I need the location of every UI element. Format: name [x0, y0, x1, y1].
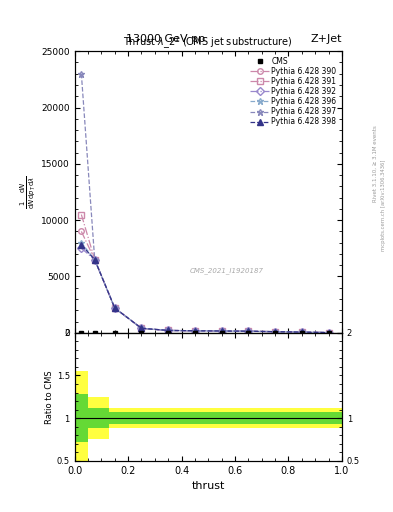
Pythia 6.428 390 — [139, 325, 144, 331]
CMS — [139, 330, 144, 336]
Pythia 6.428 392 — [273, 329, 277, 335]
Line: Pythia 6.428 392: Pythia 6.428 392 — [79, 246, 331, 335]
CMS — [246, 330, 251, 336]
Pythia 6.428 396 — [219, 328, 224, 334]
Title: Thrust $\lambda\_2^1$ (CMS jet substructure): Thrust $\lambda\_2^1$ (CMS jet substruct… — [123, 35, 293, 51]
Line: CMS: CMS — [79, 331, 331, 335]
Pythia 6.428 398 — [219, 328, 224, 334]
Pythia 6.428 391 — [79, 211, 84, 218]
Text: 13000 GeV pp: 13000 GeV pp — [126, 33, 205, 44]
Pythia 6.428 391 — [299, 329, 304, 335]
Pythia 6.428 396 — [326, 330, 331, 336]
Pythia 6.428 390 — [166, 327, 171, 333]
CMS — [112, 330, 117, 336]
Pythia 6.428 391 — [92, 257, 97, 263]
Pythia 6.428 397 — [273, 329, 277, 335]
Pythia 6.428 391 — [112, 305, 117, 311]
Pythia 6.428 398 — [92, 257, 97, 263]
Pythia 6.428 392 — [219, 328, 224, 334]
Line: Pythia 6.428 398: Pythia 6.428 398 — [79, 242, 331, 335]
Pythia 6.428 390 — [246, 328, 251, 334]
Pythia 6.428 396 — [79, 240, 84, 246]
Pythia 6.428 390 — [79, 228, 84, 234]
Legend: CMS, Pythia 6.428 390, Pythia 6.428 391, Pythia 6.428 392, Pythia 6.428 396, Pyt: CMS, Pythia 6.428 390, Pythia 6.428 391,… — [248, 55, 338, 128]
Pythia 6.428 391 — [193, 328, 197, 334]
Line: Pythia 6.428 390: Pythia 6.428 390 — [79, 229, 331, 335]
Pythia 6.428 397 — [193, 328, 197, 334]
Pythia 6.428 398 — [112, 305, 117, 311]
Line: Pythia 6.428 397: Pythia 6.428 397 — [78, 70, 332, 336]
CMS — [193, 330, 197, 336]
CMS — [326, 330, 331, 336]
Pythia 6.428 392 — [139, 325, 144, 331]
Text: mcplots.cern.ch [arXiv:1306.3436]: mcplots.cern.ch [arXiv:1306.3436] — [381, 159, 386, 250]
Pythia 6.428 398 — [246, 328, 251, 334]
Pythia 6.428 392 — [166, 327, 171, 333]
Text: CMS_2021_I1920187: CMS_2021_I1920187 — [190, 267, 264, 274]
CMS — [166, 330, 171, 336]
Pythia 6.428 397 — [92, 257, 97, 263]
Pythia 6.428 396 — [112, 305, 117, 311]
CMS — [79, 330, 84, 336]
Pythia 6.428 392 — [326, 330, 331, 336]
Line: Pythia 6.428 391: Pythia 6.428 391 — [79, 212, 331, 335]
Pythia 6.428 390 — [299, 329, 304, 335]
Pythia 6.428 396 — [246, 328, 251, 334]
Pythia 6.428 397 — [246, 328, 251, 334]
Pythia 6.428 391 — [246, 328, 251, 334]
Pythia 6.428 397 — [219, 328, 224, 334]
CMS — [92, 330, 97, 336]
Y-axis label: $\frac{1}{\mathrm{d}N}\frac{\mathrm{d}N}{\mathrm{d}p_T\,\mathrm{d}\lambda}$: $\frac{1}{\mathrm{d}N}\frac{\mathrm{d}N}… — [19, 175, 38, 209]
Pythia 6.428 397 — [299, 329, 304, 335]
Pythia 6.428 390 — [273, 329, 277, 335]
Pythia 6.428 398 — [326, 330, 331, 336]
Text: Z+Jet: Z+Jet — [310, 33, 342, 44]
Pythia 6.428 398 — [139, 325, 144, 331]
Pythia 6.428 397 — [79, 71, 84, 77]
Y-axis label: Ratio to CMS: Ratio to CMS — [45, 370, 54, 423]
Pythia 6.428 396 — [166, 327, 171, 333]
Pythia 6.428 392 — [79, 245, 84, 251]
Pythia 6.428 390 — [92, 257, 97, 263]
CMS — [273, 330, 277, 336]
Pythia 6.428 397 — [326, 330, 331, 336]
Pythia 6.428 398 — [193, 328, 197, 334]
CMS — [219, 330, 224, 336]
Pythia 6.428 392 — [112, 305, 117, 311]
Pythia 6.428 397 — [166, 327, 171, 333]
Pythia 6.428 391 — [273, 329, 277, 335]
Line: Pythia 6.428 396: Pythia 6.428 396 — [78, 239, 332, 336]
Pythia 6.428 390 — [112, 305, 117, 311]
Pythia 6.428 398 — [79, 242, 84, 248]
Pythia 6.428 398 — [299, 329, 304, 335]
CMS — [299, 330, 304, 336]
Pythia 6.428 397 — [112, 305, 117, 311]
Pythia 6.428 391 — [139, 325, 144, 331]
Pythia 6.428 392 — [193, 328, 197, 334]
Pythia 6.428 398 — [166, 327, 171, 333]
Pythia 6.428 397 — [139, 325, 144, 331]
Pythia 6.428 392 — [299, 329, 304, 335]
Pythia 6.428 396 — [273, 329, 277, 335]
Pythia 6.428 392 — [246, 328, 251, 334]
Pythia 6.428 391 — [219, 328, 224, 334]
Pythia 6.428 390 — [219, 328, 224, 334]
X-axis label: thrust: thrust — [192, 481, 225, 491]
Pythia 6.428 390 — [326, 330, 331, 336]
Text: Rivet 3.1.10, ≥ 3.1M events: Rivet 3.1.10, ≥ 3.1M events — [373, 125, 378, 202]
Pythia 6.428 396 — [139, 325, 144, 331]
Pythia 6.428 391 — [326, 330, 331, 336]
Pythia 6.428 396 — [193, 328, 197, 334]
Pythia 6.428 398 — [273, 329, 277, 335]
Pythia 6.428 396 — [92, 257, 97, 263]
Pythia 6.428 392 — [92, 257, 97, 263]
Pythia 6.428 391 — [166, 327, 171, 333]
Pythia 6.428 390 — [193, 328, 197, 334]
Pythia 6.428 396 — [299, 329, 304, 335]
